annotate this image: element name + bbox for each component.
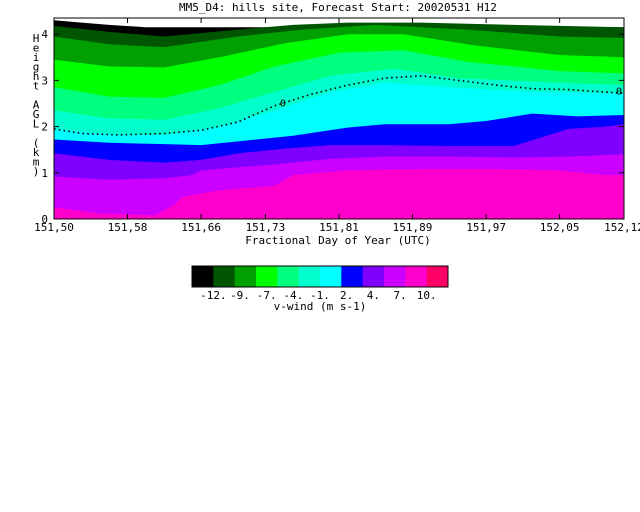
colorbar-swatch xyxy=(320,266,342,287)
colorbar: -12. -9. -7. -4. -1. 2. 4. 7. 10. xyxy=(191,265,449,302)
colorbar-tick-label: -12. xyxy=(200,289,227,302)
y-tick-label: 2 xyxy=(41,121,48,134)
x-axis-label: Fractional Day of Year (UTC) xyxy=(245,234,430,247)
colorbar-swatch xyxy=(256,266,278,287)
y-tick-label: 1 xyxy=(41,167,48,180)
x-tick-label: 151,81 xyxy=(319,221,359,234)
colorbar-swatch xyxy=(426,266,449,287)
y-tick-label: 0 xyxy=(41,213,48,226)
colorbar-tick-label: 4. xyxy=(367,289,380,302)
y-axis-label-char: h xyxy=(33,70,40,83)
colorbar-swatch xyxy=(362,266,385,287)
x-tick-label: 151,97 xyxy=(466,221,506,234)
zero-contour-label: 0 xyxy=(616,87,622,98)
colorbar-swatch xyxy=(405,266,428,287)
colorbar-label: v-wind (m s-1) xyxy=(274,300,367,313)
y-axis-label-char: k xyxy=(33,146,40,159)
y-tick-label: 4 xyxy=(41,28,48,41)
x-tick-label: 151,89 xyxy=(393,221,433,234)
zero-contour-labels: 00 xyxy=(280,87,622,110)
y-axis-label-char: H xyxy=(33,32,40,45)
colorbar-tick-label: 10. xyxy=(417,289,437,302)
y-axis-label-char: G xyxy=(33,108,40,121)
y-axis-label-char: m xyxy=(33,156,40,169)
x-tick-label: 151,50 xyxy=(34,221,74,234)
colorbar-tick-label: -4. xyxy=(283,289,303,302)
colorbar-swatch xyxy=(384,266,406,287)
x-tick-label: 151,73 xyxy=(246,221,286,234)
contour-band-10 xyxy=(54,169,624,219)
plot-area: 00 151,50 151,58 151,66 151,73 151,81 151,89 1… xyxy=(34,17,640,234)
contour-bands xyxy=(54,20,624,219)
colorbar-swatch xyxy=(277,266,300,287)
y-axis-label-char: e xyxy=(33,42,40,55)
zero-contour-label: 0 xyxy=(280,99,286,110)
x-tick-label: 152,05 xyxy=(540,221,580,234)
colorbar-swatch xyxy=(213,266,236,287)
y-axis-label-char: A xyxy=(33,99,40,112)
chart-title: MM5_D4: hills site, Forecast Start: 2002… xyxy=(179,1,497,14)
colorbar-tick-label: 7. xyxy=(393,289,406,302)
x-tick-label: 151,58 xyxy=(108,221,148,234)
x-tick-label: 152,12 xyxy=(604,221,640,234)
colorbar-swatch xyxy=(298,266,321,287)
y-axis-label-char: i xyxy=(33,51,40,64)
y-axis-label-char: L xyxy=(33,118,40,131)
y-axis-ticks: 0 1 2 3 4 xyxy=(41,28,624,226)
y-axis-label-char: g xyxy=(33,61,40,74)
x-tick-label: 151,66 xyxy=(181,221,221,234)
colorbar-frame xyxy=(191,265,449,288)
y-axis-label-char: t xyxy=(33,80,40,93)
colorbar-tick-label: 2. xyxy=(340,289,353,302)
zero-contour-line xyxy=(53,74,625,136)
y-axis-label-char: ) xyxy=(33,165,40,178)
y-tick-label: 3 xyxy=(41,74,48,87)
colorbar-tick-label: -7. xyxy=(257,289,277,302)
colorbar-swatch xyxy=(341,266,364,287)
colorbar-tick-label: -9. xyxy=(230,289,250,302)
x-axis-ticks: 151,50 151,58 151,66 151,73 151,81 151,89 151,… xyxy=(34,18,640,234)
colorbar-swatch xyxy=(234,266,257,287)
colorbar-tick-label: -1. xyxy=(310,289,330,302)
y-axis-label-char: ( xyxy=(33,137,40,150)
colorbar-swatch xyxy=(192,266,214,287)
